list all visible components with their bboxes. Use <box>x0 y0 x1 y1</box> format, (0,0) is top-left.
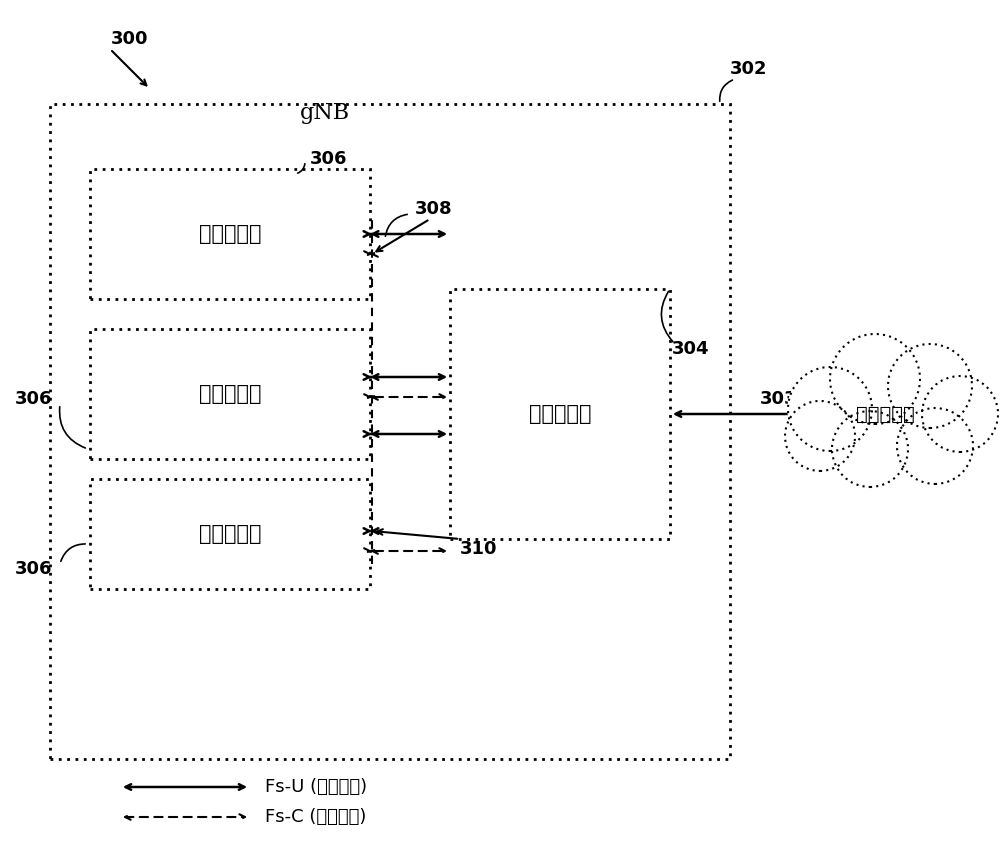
Text: 308: 308 <box>415 200 453 218</box>
Text: 306: 306 <box>14 390 52 408</box>
Circle shape <box>888 344 972 428</box>
Text: 302: 302 <box>730 60 768 78</box>
Text: 303: 303 <box>760 390 798 408</box>
Text: 下一代核心: 下一代核心 <box>856 404 914 424</box>
Bar <box>90 479 370 589</box>
Text: 306: 306 <box>310 150 348 168</box>
Circle shape <box>922 376 998 452</box>
Bar <box>90 329 370 459</box>
Text: 304: 304 <box>672 340 710 358</box>
Text: 310: 310 <box>460 540 497 558</box>
Text: gNB: gNB <box>300 102 350 124</box>
Circle shape <box>897 408 973 484</box>
Circle shape <box>832 411 908 487</box>
Bar <box>450 289 670 539</box>
Text: 分布式单元: 分布式单元 <box>199 224 261 244</box>
Bar <box>50 104 730 759</box>
Circle shape <box>830 334 920 424</box>
Circle shape <box>788 367 872 451</box>
Text: 300: 300 <box>111 30 149 48</box>
Bar <box>90 169 370 299</box>
Text: 控制器单元: 控制器单元 <box>529 404 591 424</box>
Text: 分布式单元: 分布式单元 <box>199 524 261 544</box>
Circle shape <box>785 401 855 471</box>
Text: Fs-C (控制平面): Fs-C (控制平面) <box>265 808 366 826</box>
Text: Fs-U (用户平面): Fs-U (用户平面) <box>265 778 367 796</box>
Text: 306: 306 <box>14 560 52 578</box>
Text: 分布式单元: 分布式单元 <box>199 384 261 404</box>
